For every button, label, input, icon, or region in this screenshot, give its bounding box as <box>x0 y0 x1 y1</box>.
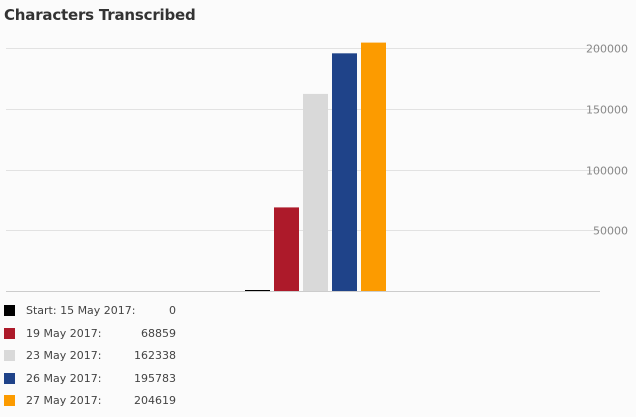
chart-legend: Start: 15 May 2017: 0 19 May 2017: 68859 23 … <box>4 304 194 417</box>
legend-swatch <box>4 372 15 384</box>
bar-chart: 50000 100000 150000 200000 <box>6 42 628 292</box>
legend-value: 68859 <box>141 326 176 340</box>
legend-item[interactable]: 19 May 2017: 68859 <box>4 327 194 350</box>
bar[interactable] <box>303 93 328 291</box>
bar[interactable] <box>245 290 270 291</box>
legend-value: 162338 <box>134 349 176 362</box>
legend-label: 27 May 2017: <box>26 394 102 407</box>
legend-label: 19 May 2017: <box>26 326 102 340</box>
legend-swatch <box>4 350 15 361</box>
y-tick-label: 200000 <box>586 43 628 56</box>
bar[interactable] <box>361 42 386 291</box>
legend-swatch <box>4 395 15 406</box>
legend-item[interactable]: Start: 15 May 2017: 0 <box>4 304 194 327</box>
legend-item[interactable]: 27 May 2017: 204619 <box>4 394 194 417</box>
chart-title: Characters Transcribed <box>4 6 196 24</box>
legend-label: 26 May 2017: <box>26 371 102 385</box>
bar[interactable] <box>332 53 357 291</box>
legend-label: Start: 15 May 2017: <box>26 304 136 317</box>
legend-value: 204619 <box>134 394 176 407</box>
y-tick-label: 100000 <box>586 165 628 178</box>
legend-value: 0 <box>169 304 176 317</box>
legend-value: 195783 <box>134 371 176 385</box>
legend-item[interactable]: 26 May 2017: 195783 <box>4 372 194 395</box>
legend-swatch <box>4 305 15 316</box>
y-tick-label: 50000 <box>593 225 628 238</box>
bar[interactable] <box>274 207 299 291</box>
legend-label: 23 May 2017: <box>26 349 102 362</box>
legend-swatch <box>4 327 15 339</box>
legend-item[interactable]: 23 May 2017: 162338 <box>4 349 194 372</box>
y-tick-label: 150000 <box>586 104 628 117</box>
